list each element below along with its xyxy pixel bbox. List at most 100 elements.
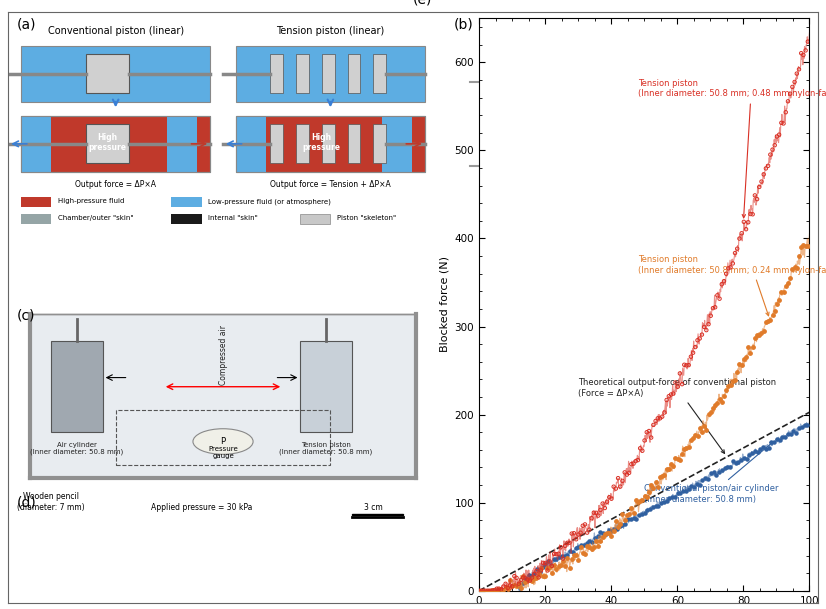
Point — [735, 228, 748, 238]
Point — [715, 280, 729, 289]
Point — [475, 590, 488, 600]
Point — [594, 527, 607, 537]
Text: Air cylinder
(Inner diameter: 50.8 mm): Air cylinder (Inner diameter: 50.8 mm) — [31, 442, 124, 455]
Point — [788, 262, 801, 272]
Point — [483, 586, 496, 596]
Point — [757, 169, 771, 179]
Point — [695, 427, 709, 437]
FancyBboxPatch shape — [51, 341, 102, 432]
FancyBboxPatch shape — [21, 214, 51, 224]
Y-axis label: Blocked force (N): Blocked force (N) — [439, 256, 449, 353]
Point — [649, 477, 662, 487]
Point — [671, 488, 684, 498]
FancyBboxPatch shape — [21, 116, 210, 172]
Point — [572, 555, 585, 565]
Point — [586, 537, 599, 546]
Point — [523, 576, 536, 585]
Point — [588, 533, 601, 543]
Point — [686, 348, 700, 357]
Point — [633, 510, 646, 520]
Point — [623, 468, 636, 477]
Text: Applied pressure = 30 kPa: Applied pressure = 30 kPa — [151, 503, 252, 512]
Point — [680, 361, 693, 370]
Point — [618, 468, 631, 477]
Point — [704, 311, 717, 320]
Point — [662, 392, 676, 401]
Text: Tension piston
(Inner diameter: 50.8 mm; 0.48 mm nylon-fabric skin): Tension piston (Inner diameter: 50.8 mm;… — [638, 79, 826, 218]
Point — [643, 426, 656, 436]
Point — [508, 590, 521, 600]
Point — [762, 316, 775, 326]
Point — [565, 554, 578, 563]
Point — [710, 290, 724, 300]
Point — [738, 454, 751, 463]
Point — [790, 69, 804, 79]
Point — [590, 537, 603, 546]
Point — [647, 483, 660, 493]
Point — [732, 457, 745, 466]
FancyBboxPatch shape — [348, 54, 360, 93]
Point — [496, 585, 510, 595]
Point — [618, 515, 631, 525]
Point — [607, 482, 620, 491]
Point — [605, 531, 618, 541]
Point — [610, 516, 623, 526]
Point — [644, 481, 657, 490]
Point — [631, 455, 644, 465]
Point — [585, 513, 598, 523]
Point — [777, 119, 790, 128]
Point — [706, 303, 719, 313]
Point — [486, 586, 499, 596]
Point — [536, 558, 549, 568]
Point — [671, 454, 684, 463]
Point — [726, 456, 739, 466]
Point — [572, 530, 585, 540]
Text: Tension piston
(Inner diameter: 50.8 mm): Tension piston (Inner diameter: 50.8 mm) — [279, 442, 373, 455]
Point — [553, 552, 566, 561]
Point — [539, 558, 552, 568]
Point — [549, 565, 563, 574]
Point — [521, 575, 534, 585]
Point — [764, 150, 777, 160]
Point — [643, 487, 656, 496]
Text: Internal "skin": Internal "skin" — [208, 215, 258, 221]
Point — [686, 433, 700, 443]
Point — [528, 573, 541, 583]
Point — [552, 561, 565, 571]
FancyBboxPatch shape — [86, 124, 129, 163]
Point — [489, 590, 502, 599]
Point — [662, 493, 676, 503]
Point — [757, 326, 771, 336]
Point — [536, 571, 549, 581]
Point — [653, 414, 667, 423]
Text: Wooden pencil
(diameter: 7 mm): Wooden pencil (diameter: 7 mm) — [17, 492, 85, 512]
Point — [795, 421, 809, 431]
Point — [577, 549, 590, 558]
Point — [522, 571, 535, 580]
Point — [666, 491, 679, 501]
Point — [547, 554, 560, 563]
Point — [751, 194, 764, 204]
Point — [657, 470, 671, 480]
Point — [472, 586, 486, 596]
Point — [744, 348, 757, 358]
Point — [580, 538, 593, 547]
Point — [684, 435, 697, 445]
Point — [490, 585, 503, 595]
Point — [583, 542, 596, 552]
Point — [768, 140, 781, 150]
Point — [541, 566, 554, 576]
Point — [575, 540, 588, 550]
FancyBboxPatch shape — [348, 124, 360, 163]
Point — [684, 352, 697, 362]
Point — [614, 519, 627, 529]
Point — [669, 453, 682, 463]
Point — [775, 118, 788, 128]
Point — [515, 575, 528, 585]
Point — [536, 561, 549, 571]
Point — [598, 529, 611, 539]
Point — [795, 242, 808, 252]
Point — [528, 569, 541, 579]
Point — [525, 576, 539, 586]
Point — [680, 443, 693, 452]
